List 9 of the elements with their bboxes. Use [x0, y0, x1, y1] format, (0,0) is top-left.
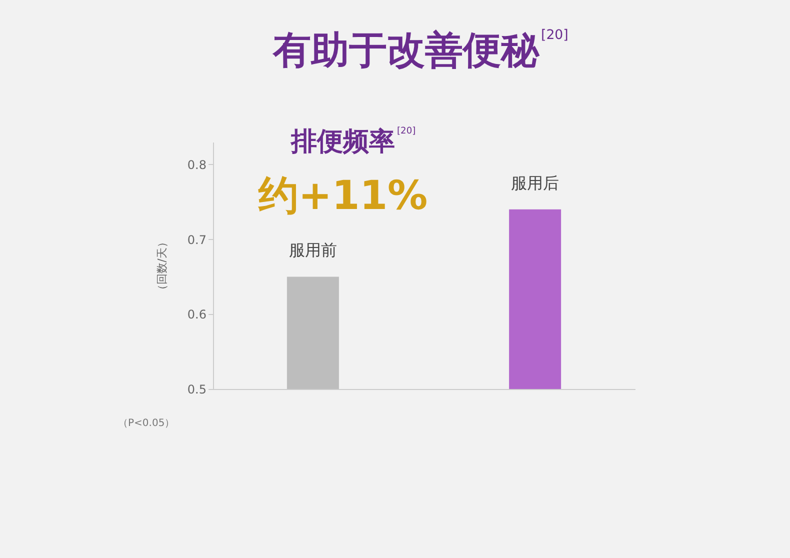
y-axis-title: （回数/天） — [155, 236, 168, 296]
y-tick-label: 0.6 — [187, 308, 206, 322]
annotation: 约+11% — [257, 173, 428, 219]
y-tick-label: 0.8 — [187, 158, 206, 172]
y-tick-label: 0.5 — [187, 382, 206, 396]
text: （P<0.05） — [118, 418, 175, 429]
y-tick-label: 0.7 — [187, 232, 206, 247]
x-tick-label: 服用后 — [511, 173, 560, 192]
x-tick-label: 服用前 — [288, 240, 337, 260]
